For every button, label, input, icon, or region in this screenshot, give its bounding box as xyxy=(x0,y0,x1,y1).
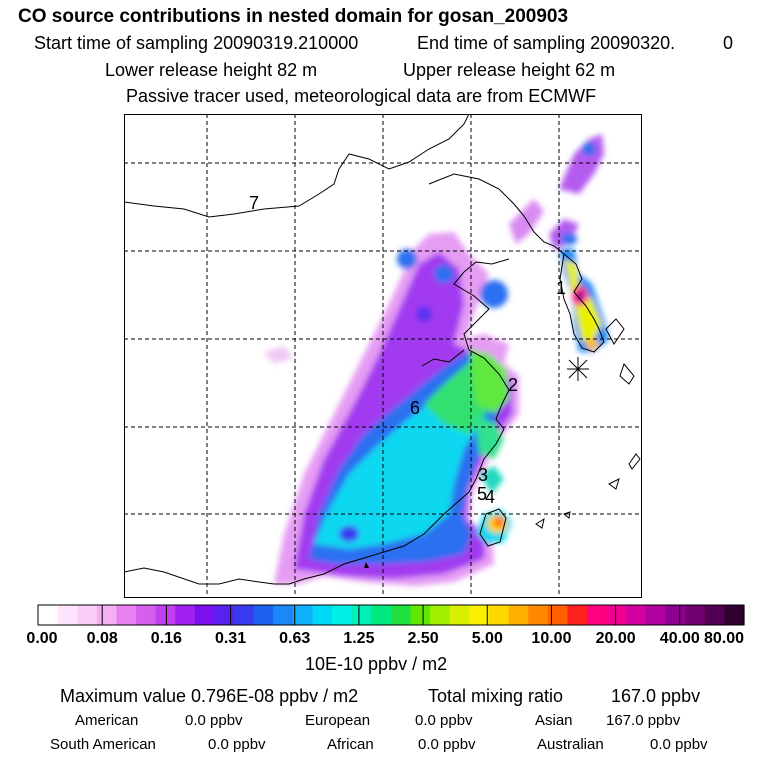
colorbar-cell xyxy=(626,605,647,625)
colorbar-tick-label: 0.00 xyxy=(26,630,58,647)
colorbar-cell xyxy=(508,605,529,625)
colorbar-tick-label: 5.00 xyxy=(471,630,503,647)
source-region-value: 0.0 ppbv xyxy=(650,736,708,753)
source-region-name: Asian xyxy=(535,712,573,729)
map-frame xyxy=(124,114,642,598)
source-region-value: 0.0 ppbv xyxy=(208,736,266,753)
map-svg: 1 2 3 4 5 6 7 xyxy=(124,114,642,598)
colorbar-cell xyxy=(371,605,392,625)
colorbar-tick-label: 0.31 xyxy=(214,630,247,647)
receptor-marker-icon xyxy=(567,357,589,381)
map-panel: 1 2 3 4 5 6 7 xyxy=(124,114,642,598)
colorbar-cell xyxy=(57,605,78,625)
region-label-1: 1 xyxy=(556,278,566,298)
colorbar-tick-label: 0.63 xyxy=(279,630,311,647)
colorbar-cell xyxy=(724,605,745,625)
region-label-2: 2 xyxy=(508,375,518,395)
colorbar-cell xyxy=(587,605,608,625)
colorbar-cell xyxy=(391,605,412,625)
colorbar xyxy=(37,604,745,626)
sampling-end: End time of sampling 20090320. xyxy=(417,33,676,53)
source-region-name: Australian xyxy=(537,736,604,753)
region-labels: 1 2 3 4 5 6 7 xyxy=(249,193,566,507)
colorbar-tick-label: 0.08 xyxy=(86,630,118,647)
source-region-name: African xyxy=(327,736,374,753)
colorbar-cell xyxy=(273,605,294,625)
source-region-name: European xyxy=(305,712,371,729)
source-region-name: American xyxy=(75,712,139,729)
colorbar-tick-label: 0.16 xyxy=(150,630,182,647)
plot-title: CO source contributions in nested domain… xyxy=(18,6,569,27)
source-region-value: 0.0 ppbv xyxy=(185,712,243,729)
colorbar-cell xyxy=(567,605,588,625)
colorbar-cell xyxy=(312,605,333,625)
colorbar-tick-label: 2.50 xyxy=(407,630,439,647)
sampling-start: Start time of sampling 20090319.210000 xyxy=(34,33,359,53)
colorbar-cell xyxy=(606,605,627,625)
colorbar-cell xyxy=(528,605,549,625)
region-label-7: 7 xyxy=(249,193,259,213)
colorbar-cell xyxy=(351,605,372,625)
colorbar-cell xyxy=(175,605,196,625)
colorbar-cell xyxy=(685,605,706,625)
colorbar-cell xyxy=(194,605,216,625)
colorbar-cell xyxy=(155,605,176,625)
tracer-note: Passive tracer used, meteorological data… xyxy=(126,86,597,106)
colorbar-units: 10E-10 ppbv / m2 xyxy=(305,654,448,674)
lower-release-height: Lower release height 82 m xyxy=(105,60,318,80)
colorbar-cell xyxy=(214,605,235,625)
colorbar-cell xyxy=(234,605,255,625)
total-mixing-label: Total mixing ratio xyxy=(428,686,564,706)
colorbar-tick-label: 40.00 xyxy=(659,630,700,647)
colorbar-cell xyxy=(38,605,59,625)
coastlines xyxy=(124,114,641,585)
colorbar-tick-label: 1.25 xyxy=(343,630,375,647)
total-mixing-value: 167.0 ppbv xyxy=(611,686,701,706)
lat-lon-grid xyxy=(124,114,642,598)
colorbar-cell xyxy=(410,605,431,625)
colorbar-cell xyxy=(77,605,98,625)
colorbar-cell xyxy=(430,605,451,625)
colorbar-cell xyxy=(489,605,510,625)
colorbar-cell xyxy=(292,605,314,625)
colorbar-cell xyxy=(704,605,725,625)
source-region-value: 167.0 ppbv xyxy=(606,712,681,729)
colorbar-tick-label: 10.00 xyxy=(531,630,572,647)
colorbar-cell xyxy=(116,605,137,625)
colorbar-cell xyxy=(469,605,490,625)
colorbar-cell xyxy=(449,605,471,625)
colorbar-cell xyxy=(136,605,157,625)
colorbar-cell xyxy=(253,605,274,625)
source-region-name: South American xyxy=(50,736,156,753)
sampling-end-suffix: 0 xyxy=(723,33,734,53)
colorbar-tick-label: 20.00 xyxy=(595,630,636,647)
colorbar-cell xyxy=(547,605,569,625)
maximum-value: Maximum value 0.796E-08 ppbv / m2 xyxy=(60,686,359,706)
point-marker-icon xyxy=(364,562,369,568)
source-region-value: 0.0 ppbv xyxy=(415,712,473,729)
region-label-3: 3 xyxy=(478,465,488,485)
colorbar-frame xyxy=(37,604,745,626)
source-region-value: 0.0 ppbv xyxy=(418,736,476,753)
region-label-4: 4 xyxy=(485,487,495,507)
region-label-5: 5 xyxy=(477,484,487,504)
colorbar-cell xyxy=(665,605,686,625)
colorbar-cell xyxy=(332,605,353,625)
region-label-6: 6 xyxy=(410,398,420,418)
upper-release-height: Upper release height 62 m xyxy=(403,60,616,80)
colorbar-tick-label: 80.00 xyxy=(703,630,745,647)
colorbar-cell xyxy=(645,605,667,625)
concentration-field xyxy=(264,134,609,586)
colorbar-cell xyxy=(96,605,118,625)
